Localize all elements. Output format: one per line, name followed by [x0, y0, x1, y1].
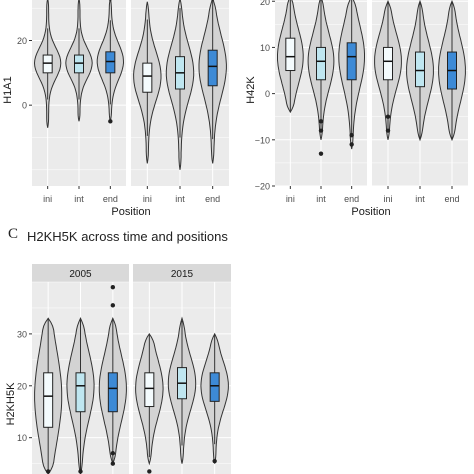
y-axis-title: H1A1	[2, 76, 14, 104]
outlier-point	[110, 284, 116, 290]
outlier-point	[385, 114, 391, 119]
violin-ini	[135, 332, 164, 474]
box-iqr	[144, 372, 155, 408]
panel-c-title: H2KH5K across time and positions	[27, 229, 228, 244]
x-tick-label: end	[344, 194, 359, 204]
outlier-point	[318, 151, 324, 156]
facet-strip-label: 2015	[171, 269, 194, 280]
violin-end: end	[198, 0, 227, 204]
box-iqr	[74, 54, 84, 74]
box-iqr	[415, 51, 425, 88]
outlier-point	[78, 469, 83, 474]
violin-ini: ini	[33, 0, 62, 204]
box-iqr	[207, 49, 218, 87]
box-iqr	[107, 372, 118, 413]
box-iqr	[316, 46, 326, 81]
outlier-point	[318, 128, 324, 133]
box-iqr	[383, 46, 393, 81]
outlier-point	[110, 461, 116, 466]
x-axis-title: Position	[351, 206, 390, 218]
x-tick-label: int	[316, 194, 326, 204]
violin-int: int	[65, 0, 93, 204]
outlier-point	[110, 303, 116, 308]
outlier-point	[385, 128, 391, 133]
y-tick-label: 10	[17, 433, 27, 443]
facet-strip-label: 2005	[69, 269, 92, 280]
x-tick-label: end	[444, 194, 459, 204]
violin-int	[66, 317, 95, 474]
x-axis-title: Position	[111, 206, 150, 218]
x-tick-label: end	[205, 194, 220, 204]
x-tick-label: int	[74, 194, 84, 204]
outlier-point	[147, 469, 152, 474]
x-tick-label: ini	[43, 194, 52, 204]
outlier-point	[108, 0, 112, 1]
facet-strip	[32, 264, 129, 282]
facet-0-1: ini int end	[131, 0, 229, 204]
box-iqr	[209, 372, 220, 402]
y-tick-label: 20	[260, 0, 270, 7]
violin-end	[98, 284, 127, 466]
chart-panel-2: 2005 2015 10 20 30 H2KH5K	[5, 264, 231, 474]
y-tick-label: 0	[22, 101, 27, 111]
violin-end: end	[96, 0, 125, 204]
outlier-point	[349, 142, 354, 147]
outlier-point	[212, 458, 217, 464]
violin-end: end	[438, 0, 466, 204]
violin-int: int	[406, 0, 434, 204]
x-tick-label: int	[415, 194, 425, 204]
violin-ini: ini	[374, 0, 402, 204]
panel-c-letter: C	[8, 226, 19, 242]
outlier-point	[349, 132, 354, 138]
box-iqr	[43, 372, 54, 428]
x-tick-label: int	[175, 194, 185, 204]
violin-int: int	[165, 0, 195, 204]
violin-int: int	[307, 0, 335, 204]
violin-ini: ini	[277, 0, 304, 204]
x-tick-label: ini	[286, 194, 295, 204]
y-axis-title: H2KH5K	[5, 382, 17, 425]
outlier-point	[108, 119, 113, 124]
outlier-point	[110, 451, 116, 456]
y-tick-label: 0	[265, 89, 270, 99]
chart-panel-0: ini int end ini int end 0 20 H1A1 Position	[2, 0, 229, 218]
facet-1-0: ini int end	[275, 0, 367, 204]
x-tick-label: ini	[143, 194, 152, 204]
chart-panel-1: ini int end ini int end −20 −10 0 10 20 H42K Positio…	[245, 0, 468, 218]
facet-2-1: 2015	[133, 264, 231, 474]
box-iqr	[285, 37, 296, 72]
outlier-point	[318, 119, 324, 124]
violin-int	[167, 316, 197, 464]
y-axis-title: H42K	[245, 76, 257, 104]
box-iqr	[105, 51, 116, 74]
facet-strip	[133, 264, 231, 282]
box-iqr	[75, 372, 86, 413]
violin-ini	[34, 317, 63, 474]
y-tick-label: 20	[17, 36, 27, 46]
box-iqr	[346, 42, 357, 81]
y-tick-label: 30	[17, 329, 27, 339]
x-tick-label: ini	[383, 194, 392, 204]
y-tick-label: −10	[255, 135, 270, 145]
violin-end: end	[338, 0, 365, 204]
violin-ini: ini	[133, 1, 162, 204]
box-iqr	[142, 62, 153, 93]
facet-2-0: 2005	[32, 264, 129, 474]
y-tick-label: −20	[255, 182, 270, 192]
y-tick-label: 20	[17, 381, 27, 391]
outlier-point	[45, 469, 51, 474]
violin-end	[200, 332, 229, 464]
facet-0-0: ini int end	[32, 0, 126, 204]
outlier-point	[211, 0, 215, 1]
y-tick-label: 10	[260, 43, 270, 53]
x-tick-label: end	[103, 194, 118, 204]
facet-1-1: ini int end	[372, 0, 468, 204]
box-iqr	[42, 54, 53, 74]
